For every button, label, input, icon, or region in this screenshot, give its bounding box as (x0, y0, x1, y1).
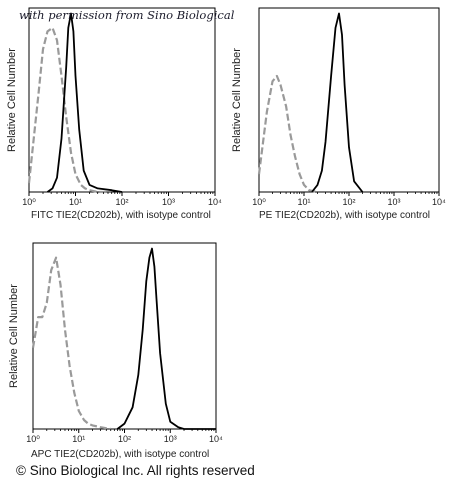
x-tick-label: 10¹ (297, 197, 310, 207)
tick-layer: 10⁰ 10¹ 10² 10³ 10⁴ (22, 192, 222, 207)
series-layer (27, 12, 123, 194)
x-tick-label: 10⁰ (252, 197, 266, 207)
x-tick-label: 10³ (164, 434, 177, 444)
x-tick-label: 10² (115, 197, 128, 207)
plot-frame (258, 7, 440, 193)
isotype-histogram-line (31, 256, 111, 431)
y-axis-label: Relative Cell Number (6, 48, 18, 152)
x-tick-label: 10¹ (72, 434, 85, 444)
x-tick-label: 10¹ (69, 197, 82, 207)
plot-frame (32, 242, 217, 430)
copyright-notice: © Sino Biological Inc. All rights reserv… (16, 463, 255, 478)
x-axis-label: PE TIE2(CD202b), with isotype control (259, 210, 430, 221)
watermark: with permission from Sino Biological (19, 8, 235, 22)
x-axis-label: FITC TIE2(CD202b), with isotype control (31, 210, 211, 221)
x-tick-label: 10⁴ (432, 197, 446, 207)
sample-histogram-line (46, 12, 123, 193)
tick-layer: 10⁰ 10¹ 10² 10³ 10⁴ (26, 429, 223, 444)
isotype-histogram-line (27, 26, 108, 194)
x-tick-label: 10³ (162, 197, 175, 207)
x-tick-label: 10⁴ (208, 197, 222, 207)
x-tick-label: 10² (342, 197, 355, 207)
series-layer (31, 247, 216, 431)
x-tick-label: 10⁰ (22, 197, 36, 207)
x-axis-label: APC TIE2(CD202b), with isotype control (31, 449, 209, 460)
y-axis-label: Relative Cell Number (231, 48, 243, 152)
panel-pe: 10⁰ 10¹ 10² 10³ 10⁴ Relative Cell Number PE … (231, 7, 446, 221)
x-tick-label: 10² (118, 434, 131, 444)
x-tick-label: 10⁰ (26, 434, 40, 444)
panel-fitc: 10⁰ 10¹ 10² 10³ 10⁴ Relative Cell Number FIT… (6, 7, 235, 221)
x-tick-label: 10³ (387, 197, 400, 207)
x-tick-label: 10⁴ (209, 434, 223, 444)
plot-frame (28, 7, 216, 193)
panel-apc: 10⁰ 10¹ 10² 10³ 10⁴ Relative Cell Number APC… (8, 242, 223, 460)
tick-layer: 10⁰ 10¹ 10² 10³ 10⁴ (252, 192, 446, 207)
sample-histogram-line (311, 12, 364, 193)
isotype-histogram-line (257, 74, 318, 194)
series-layer (257, 12, 364, 194)
sample-histogram-line (116, 247, 216, 430)
y-axis-label: Relative Cell Number (8, 284, 20, 388)
